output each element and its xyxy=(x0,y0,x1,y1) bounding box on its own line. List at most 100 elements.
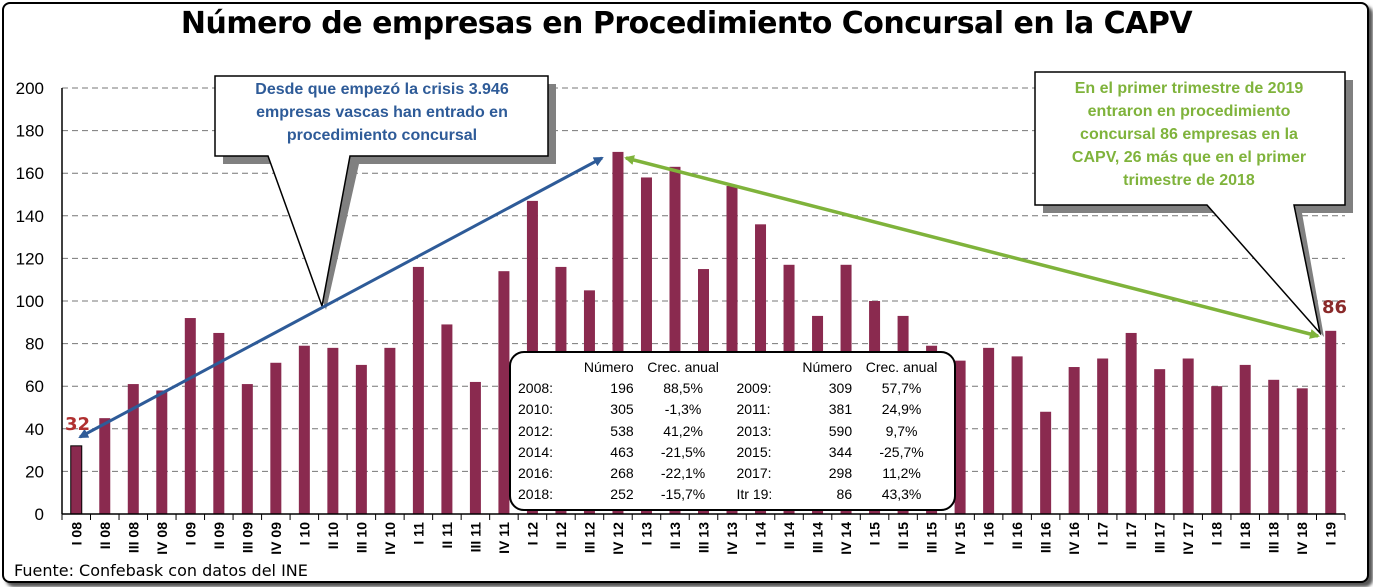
y-tick-label: 120 xyxy=(16,249,44,268)
x-tick-label: III 12 xyxy=(581,522,597,553)
x-tick-label: I 16 xyxy=(981,522,997,546)
stats-year: 2010: xyxy=(518,401,554,418)
bar xyxy=(70,445,83,515)
stats-year: 2016: xyxy=(518,465,554,482)
stats-year: 2009: xyxy=(736,379,772,396)
x-tick-label: II 09 xyxy=(211,522,227,549)
callout-left-text: Desde que empezó la crisis 3.946 empresa… xyxy=(217,78,547,147)
y-tick-label: 160 xyxy=(16,164,44,183)
x-tick-label: III 13 xyxy=(696,522,712,553)
x-tick-label: IV 08 xyxy=(154,522,170,555)
bar xyxy=(669,166,681,514)
bar xyxy=(498,271,510,514)
x-tick-label: I 18 xyxy=(1209,522,1225,546)
x-tick-label: II 13 xyxy=(667,522,683,549)
stats-number: 381 xyxy=(828,401,853,418)
stats-number: 268 xyxy=(610,465,634,482)
stats-growth: 24,9% xyxy=(881,401,922,418)
x-tick-label: II 12 xyxy=(553,522,569,549)
x-tick-label: I 11 xyxy=(410,522,426,545)
bar xyxy=(99,418,111,514)
stats-number: 309 xyxy=(828,379,853,396)
callout-right-line: En el primer trimestre de 2019 xyxy=(1074,80,1304,97)
stats-year: 2014: xyxy=(518,443,554,460)
x-tick-label: IV 11 xyxy=(496,522,512,554)
x-tick-label: I 12 xyxy=(524,522,540,546)
stats-row: 2008: 196 88,5% 2009: 309 57,7% xyxy=(514,377,951,398)
x-tick-label: I 13 xyxy=(638,522,654,546)
y-axis-labels: 0 20 40 60 80 100 120 140 160 180 200 xyxy=(16,79,44,524)
stats-growth: 43,3% xyxy=(881,486,922,503)
y-tick-label: 80 xyxy=(25,335,44,354)
bar xyxy=(1211,386,1223,514)
x-tick-label: I 19 xyxy=(1323,522,1339,546)
stats-number: 344 xyxy=(828,443,853,460)
stats-growth: -22,1% xyxy=(660,465,706,482)
bar xyxy=(441,324,453,514)
bar xyxy=(612,151,624,514)
bar xyxy=(1125,332,1137,514)
bar xyxy=(1296,388,1308,514)
y-tick-label: 200 xyxy=(16,79,44,98)
x-tick-label: I 09 xyxy=(182,522,198,546)
bar xyxy=(1068,367,1080,514)
x-tick-label: II 11 xyxy=(439,522,455,549)
x-tick-label: I 15 xyxy=(867,522,883,546)
data-label-first: 32 xyxy=(65,414,90,435)
bar xyxy=(298,345,310,514)
x-tick-label: IV 10 xyxy=(382,522,398,555)
stats-year: Itr 19: xyxy=(736,486,773,503)
arrow-crisis xyxy=(78,156,604,439)
bar xyxy=(469,381,481,514)
axes xyxy=(61,88,1346,520)
callout-right-text: En el primer trimestre de 2019 entraron … xyxy=(1036,77,1342,192)
bar xyxy=(1182,358,1194,514)
y-tick-label: 140 xyxy=(16,207,44,226)
source-note: Fuente: Confebask con datos del INE xyxy=(14,561,308,580)
bar xyxy=(412,266,424,514)
stats-number: 463 xyxy=(610,443,634,460)
arrows xyxy=(78,155,1320,439)
bar xyxy=(983,347,995,514)
x-tick-label: IV 16 xyxy=(1066,522,1082,555)
x-tick-label: III 09 xyxy=(239,522,255,553)
bar xyxy=(640,177,652,514)
stats-growth: 88,5% xyxy=(663,379,703,396)
x-tick-label: III 17 xyxy=(1152,522,1168,553)
stats-growth: 57,7% xyxy=(881,379,922,396)
stats-header-number: Número xyxy=(583,358,634,375)
y-tick-label: 20 xyxy=(25,462,44,481)
stats-growth: -21,5% xyxy=(660,443,706,460)
stats-row: 2010: 305 -1,3% 2011: 381 24,9% xyxy=(514,399,951,420)
x-tick-label: III 10 xyxy=(353,522,369,553)
stats-number: 538 xyxy=(610,422,634,439)
stats-header-growth: Crec. anual xyxy=(865,358,938,375)
x-tick-label: IV 15 xyxy=(952,522,968,555)
bar xyxy=(1154,369,1166,514)
stats-header-row: Número Crec. anual Número Crec. anual xyxy=(514,356,951,377)
x-tick-label: II 08 xyxy=(97,522,113,549)
bar xyxy=(1011,356,1023,514)
stats-number: 298 xyxy=(828,465,853,482)
x-tick-label: II 16 xyxy=(1009,522,1025,549)
stats-row: 2014: 463 -21,5% 2015: 344 -25,7% xyxy=(514,441,951,462)
stats-year: 2012: xyxy=(518,422,554,439)
annual-stats-table: Número Crec. anual Número Crec. anual 20… xyxy=(514,356,951,505)
x-tick-label: I 08 xyxy=(68,522,84,546)
bar xyxy=(384,347,396,514)
stats-growth: 9,7% xyxy=(885,422,918,439)
data-label-last: 86 xyxy=(1322,297,1347,318)
x-tick-label: IV 14 xyxy=(838,522,854,555)
stats-row: 2018: 252 -15,7% Itr 19: 86 43,3% xyxy=(514,484,951,505)
x-tick-label: I 17 xyxy=(1095,522,1111,546)
x-tick-label: III 16 xyxy=(1038,522,1054,553)
x-tick-label: II 15 xyxy=(895,522,911,549)
callout-left-line: Desde que empezó la crisis 3.946 xyxy=(255,81,509,98)
x-tick-label: I 10 xyxy=(296,522,312,546)
y-tick-label: 60 xyxy=(25,377,44,396)
y-tick-label: 40 xyxy=(25,420,44,439)
x-tick-label: IV 13 xyxy=(724,522,740,555)
callout-right-line: CAPV, 26 más que en el primer xyxy=(1071,149,1307,166)
arrow-peak-to-latest xyxy=(624,155,1320,339)
stats-year: 2017: xyxy=(736,465,772,482)
